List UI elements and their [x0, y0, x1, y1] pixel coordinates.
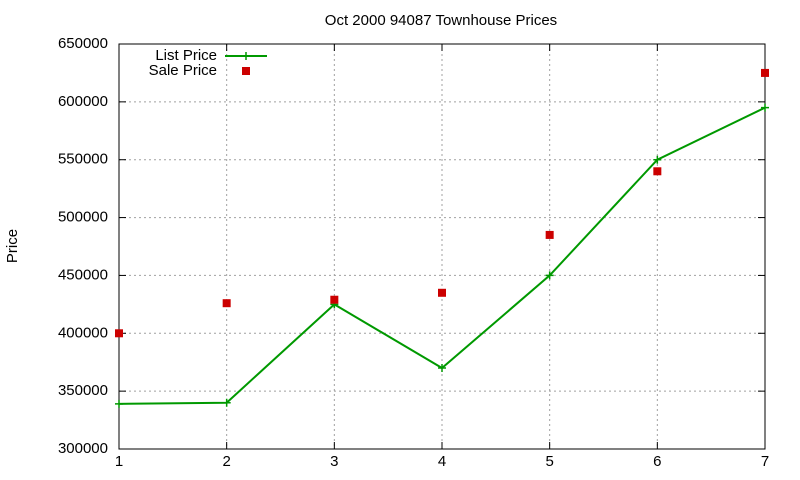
data-point: [653, 167, 662, 176]
y-tick-label: 550000: [58, 151, 108, 168]
data-point: [115, 329, 123, 338]
plot-border: [118, 43, 766, 450]
y-tick-label: 500000: [58, 209, 108, 226]
y-tick-label: 350000: [58, 382, 108, 399]
data-point: [115, 399, 123, 408]
data-point: [761, 103, 769, 112]
legend-marker: [242, 52, 250, 60]
x-tick-label: 1: [115, 453, 123, 470]
x-tick-label: 3: [330, 453, 338, 470]
y-tick-label: 650000: [58, 35, 108, 52]
y-tick-label: 600000: [58, 93, 108, 110]
y-tick-label: 300000: [58, 440, 108, 457]
data-point: [545, 271, 554, 280]
y-tick-label: 450000: [58, 266, 108, 283]
y-axis-label: Price: [4, 229, 21, 263]
x-tick-label: 5: [545, 453, 553, 470]
x-tick-label: 4: [438, 453, 446, 470]
legend-label: Sale Price: [149, 62, 217, 79]
data-point: [761, 68, 769, 77]
x-tick-label: 7: [761, 453, 769, 470]
data-point: [438, 364, 446, 372]
chart-title: Oct 2000 94087 Townhouse Prices: [325, 12, 557, 29]
data-point: [545, 230, 554, 239]
data-point: [653, 155, 662, 164]
data-point: [222, 398, 231, 407]
x-tick-label: 6: [653, 453, 661, 470]
data-point: [438, 288, 446, 297]
data-point: [330, 295, 339, 304]
legend-label: List Price: [155, 47, 217, 64]
legend-marker: [242, 67, 250, 75]
data-point: [222, 299, 231, 308]
y-tick-label: 400000: [58, 324, 108, 341]
x-tick-label: 2: [222, 453, 230, 470]
